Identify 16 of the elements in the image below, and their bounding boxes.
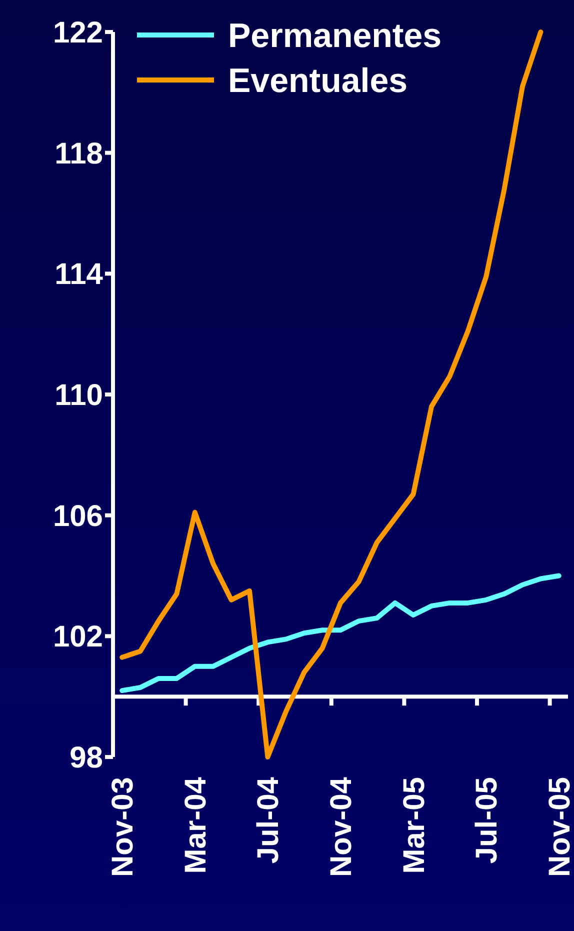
- x-tick-label: Jul-04: [252, 776, 286, 864]
- x-tick-label: Mar-04: [179, 776, 212, 874]
- legend-label: Eventuales: [228, 62, 408, 100]
- y-tick-label: 118: [54, 137, 103, 170]
- y-tick-label: 110: [54, 379, 103, 412]
- y-tick-label: 98: [70, 742, 103, 774]
- x-tick-label: Nov-03: [106, 777, 140, 878]
- y-tick-label: 106: [52, 500, 103, 533]
- legend-label: Permanentes: [228, 16, 442, 55]
- x-tick-label: Nov-04: [325, 776, 358, 878]
- x-tick-label: Mar-05: [398, 777, 431, 874]
- x-tick-label: Nov-05: [543, 777, 574, 878]
- y-tick-label: 102: [52, 620, 103, 654]
- y-tick-label: 122: [52, 16, 103, 50]
- x-tick-label: Jul-05: [470, 777, 504, 864]
- y-tick-label: 114: [54, 258, 104, 292]
